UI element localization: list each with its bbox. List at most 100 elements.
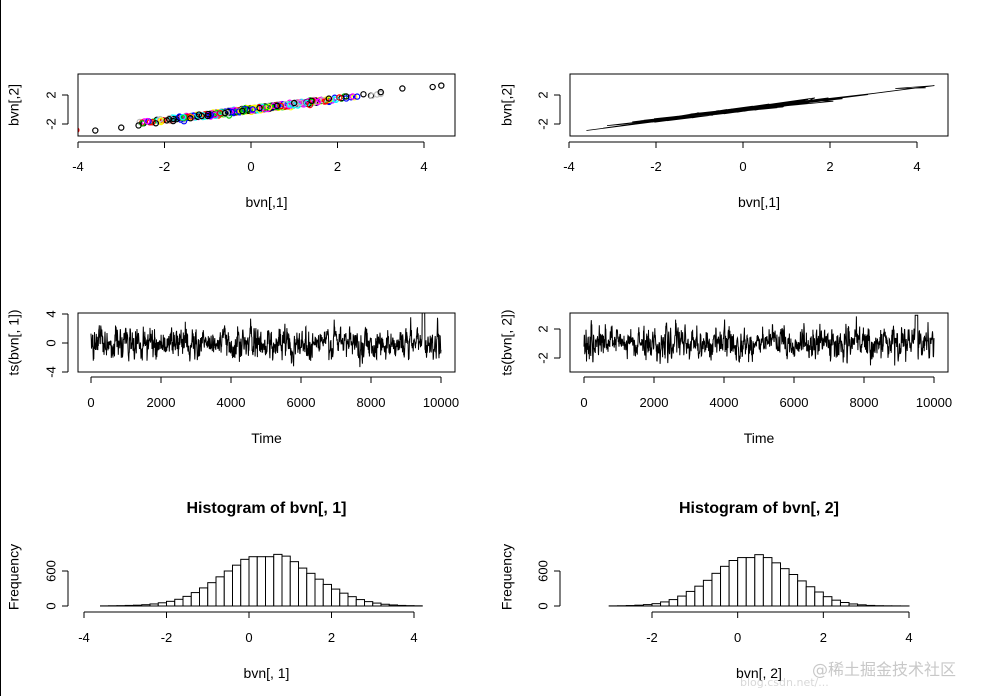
scatter-point: [259, 104, 266, 112]
chart-title: Histogram of bvn[, 1]: [186, 500, 346, 517]
scatter-point: [249, 106, 256, 113]
chart-title: Histogram of bvn[, 2]: [679, 500, 839, 517]
x-tick-label: -4: [563, 159, 575, 174]
watermark-url: blog.csdn.net/...: [740, 676, 829, 689]
histogram-bar: [215, 576, 225, 607]
scatter-point: [144, 117, 151, 125]
histogram-bar: [248, 556, 258, 607]
plot-area-3: [90, 313, 442, 368]
histogram-bar: [822, 596, 833, 607]
histogram-bar: [289, 561, 299, 607]
chart-panel-6: [554, 554, 910, 618]
x-tick-label: 4000: [710, 395, 739, 410]
histogram-bar: [223, 570, 233, 607]
x-axis-label: bvn[, 1]: [244, 665, 290, 681]
x-tick-label: 6000: [780, 395, 809, 410]
y-tick-label: 0: [43, 602, 58, 609]
scatter-point: [325, 95, 333, 102]
histogram-bar: [831, 599, 841, 607]
histogram-bar: [141, 604, 151, 607]
y-tick-label: 2: [535, 91, 550, 98]
x-tick-label: 2: [820, 630, 827, 645]
histogram-bar: [848, 603, 859, 607]
histogram-bar: [814, 591, 824, 607]
y-tick-label: -2: [535, 118, 550, 130]
scatter-point: [349, 93, 356, 100]
histogram-bar: [232, 564, 242, 607]
y-tick-label: -2: [43, 118, 58, 130]
histogram-bar: [762, 557, 773, 607]
series-line: [583, 314, 935, 366]
histogram-bar: [331, 588, 341, 607]
scatter-point: [135, 122, 142, 129]
scatter-point: [377, 88, 384, 96]
histogram-bar: [240, 558, 250, 607]
histogram-bar: [372, 602, 382, 607]
histogram-bar: [677, 595, 687, 607]
histogram-bar: [634, 604, 644, 607]
y-tick-label: 600: [43, 560, 58, 582]
scatter-point: [221, 109, 229, 117]
scatter-point: [360, 91, 367, 98]
chart-panel-1: [62, 73, 456, 148]
x-tick-label: 8000: [850, 395, 879, 410]
histogram-bar: [737, 557, 747, 607]
chart-panel-4: [554, 312, 949, 383]
scatter-point: [438, 82, 445, 89]
histogram-bar: [364, 601, 374, 607]
histogram-bar: [314, 578, 324, 607]
histogram-bar: [668, 599, 679, 607]
histogram-bar: [865, 604, 876, 607]
histogram-bar: [397, 604, 407, 607]
histogram-bar: [174, 598, 184, 607]
x-tick-label: 4000: [217, 395, 246, 410]
x-axis-label: bvn[,1]: [245, 194, 287, 210]
y-tick-label: 600: [535, 560, 550, 582]
histogram-bar: [805, 586, 816, 607]
y-tick-label: -2: [535, 352, 550, 364]
scatter-point: [353, 93, 361, 100]
scatter-point: [224, 108, 232, 115]
histogram-bar: [857, 604, 867, 607]
histogram-bar: [256, 556, 266, 607]
histogram-bar: [660, 601, 670, 607]
plot-area-1: [78, 82, 445, 134]
y-axis-label: ts(bvn[, 1]): [6, 309, 22, 375]
y-tick-label: 2: [535, 325, 550, 332]
histogram-bar: [157, 602, 167, 607]
scatter-point: [169, 117, 177, 125]
x-axis-label: bvn[, 2]: [736, 665, 782, 681]
plot-area-2: [586, 85, 935, 131]
scatter-point: [265, 103, 273, 111]
x-tick-label: 0: [247, 159, 254, 174]
chart-panel-2: [554, 73, 949, 148]
scatter-point: [152, 120, 160, 127]
chart-panel-3: [62, 312, 456, 383]
histogram-bar: [754, 554, 764, 607]
scatter-point: [262, 103, 270, 111]
plot-frame: [77, 312, 456, 373]
histogram-bar: [651, 603, 662, 607]
histogram-bar: [273, 553, 283, 607]
histogram-bar: [728, 560, 739, 607]
y-tick-label: -4: [43, 366, 58, 378]
histogram-bar: [685, 590, 696, 607]
series-line: [90, 313, 442, 368]
scatter-point: [78, 127, 80, 133]
histogram-bar: [720, 565, 730, 607]
histogram-bar: [199, 587, 209, 607]
y-tick-label: 2: [43, 91, 58, 98]
plot-frame: [569, 73, 949, 137]
scatter-point: [187, 114, 194, 122]
watermark-text: @稀土掘金技术社区: [812, 660, 957, 679]
x-axis-label: bvn[,1]: [738, 194, 780, 210]
x-tick-label: 2: [328, 630, 335, 645]
x-tick-label: 4: [410, 630, 417, 645]
scatter-point: [342, 93, 350, 100]
histogram-bar: [702, 579, 713, 607]
y-axis-label: Frequency: [6, 544, 22, 610]
histogram-bar: [190, 592, 200, 607]
histogram-bar: [306, 572, 316, 607]
x-tick-label: 2000: [147, 395, 176, 410]
